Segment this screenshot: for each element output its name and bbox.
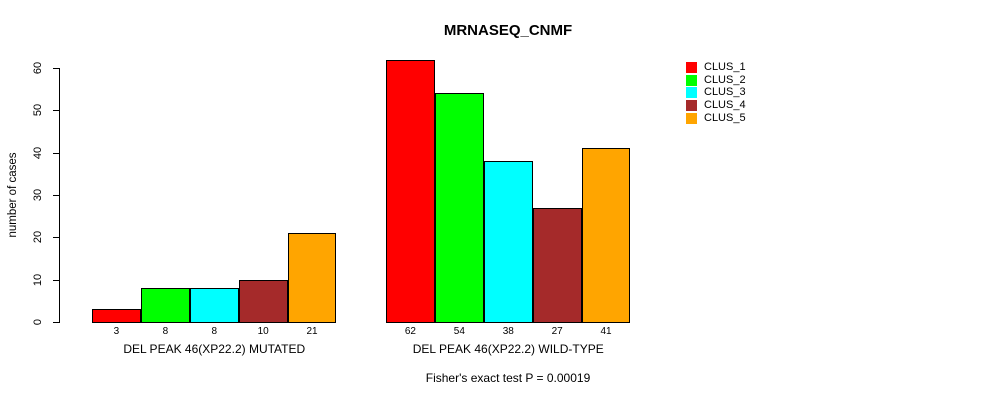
bar <box>287 233 337 323</box>
y-tick-label: 20 <box>32 231 44 244</box>
bar <box>532 207 582 323</box>
bar <box>189 288 239 323</box>
bar-value-label: 38 <box>502 326 514 337</box>
y-tick <box>52 322 60 323</box>
bar-value-label: 27 <box>551 326 563 337</box>
y-tick-label: 40 <box>32 146 44 159</box>
bar-value-label: 54 <box>453 326 465 337</box>
y-tick <box>52 110 60 112</box>
bar-value-label: 3 <box>113 326 120 337</box>
legend-label: CLUS_1 <box>704 61 746 73</box>
group-label: DEL PEAK 46(XP22.2) WILD-TYPE <box>412 342 604 356</box>
legend-swatch <box>685 100 697 112</box>
bar-value-label: 41 <box>600 326 612 337</box>
fisher-test-annotation: Fisher's exact test P = 0.00019 <box>425 371 591 385</box>
legend-label: CLUS_3 <box>704 86 746 99</box>
bar <box>238 279 288 323</box>
y-tick <box>52 152 60 154</box>
bar-value-label: 21 <box>306 326 318 337</box>
legend-label: CLUS_4 <box>704 99 746 112</box>
bar-value-label: 62 <box>404 326 416 337</box>
bar <box>434 93 484 323</box>
y-tick <box>52 237 60 239</box>
y-tick-label: 60 <box>32 61 44 75</box>
legend-label: CLUS_5 <box>704 111 746 124</box>
bar <box>386 59 435 323</box>
chart-title: MRNASEQ_CNMF <box>443 22 573 39</box>
legend-swatch <box>685 87 697 99</box>
legend-label: CLUS_2 <box>704 73 746 86</box>
y-axis-label: number of cases <box>7 152 19 238</box>
bar-value-label: 8 <box>211 326 218 337</box>
bar-value-label: 10 <box>257 326 269 337</box>
y-tick-label: 10 <box>32 273 44 286</box>
legend-swatch <box>685 112 697 124</box>
y-tick-label: 0 <box>32 318 44 326</box>
group-label: DEL PEAK 46(XP22.2) MUTATED <box>123 342 306 356</box>
bar <box>581 148 631 323</box>
bar <box>140 288 190 323</box>
y-tick <box>52 279 60 281</box>
y-tick <box>52 195 60 196</box>
y-tick-label: 30 <box>32 188 44 202</box>
y-tick <box>52 68 60 69</box>
bar-value-label: 8 <box>162 326 169 337</box>
legend-swatch <box>685 74 697 86</box>
bar <box>483 161 533 323</box>
bar <box>92 309 141 323</box>
legend-swatch <box>685 62 697 73</box>
y-tick-label: 50 <box>32 104 44 117</box>
